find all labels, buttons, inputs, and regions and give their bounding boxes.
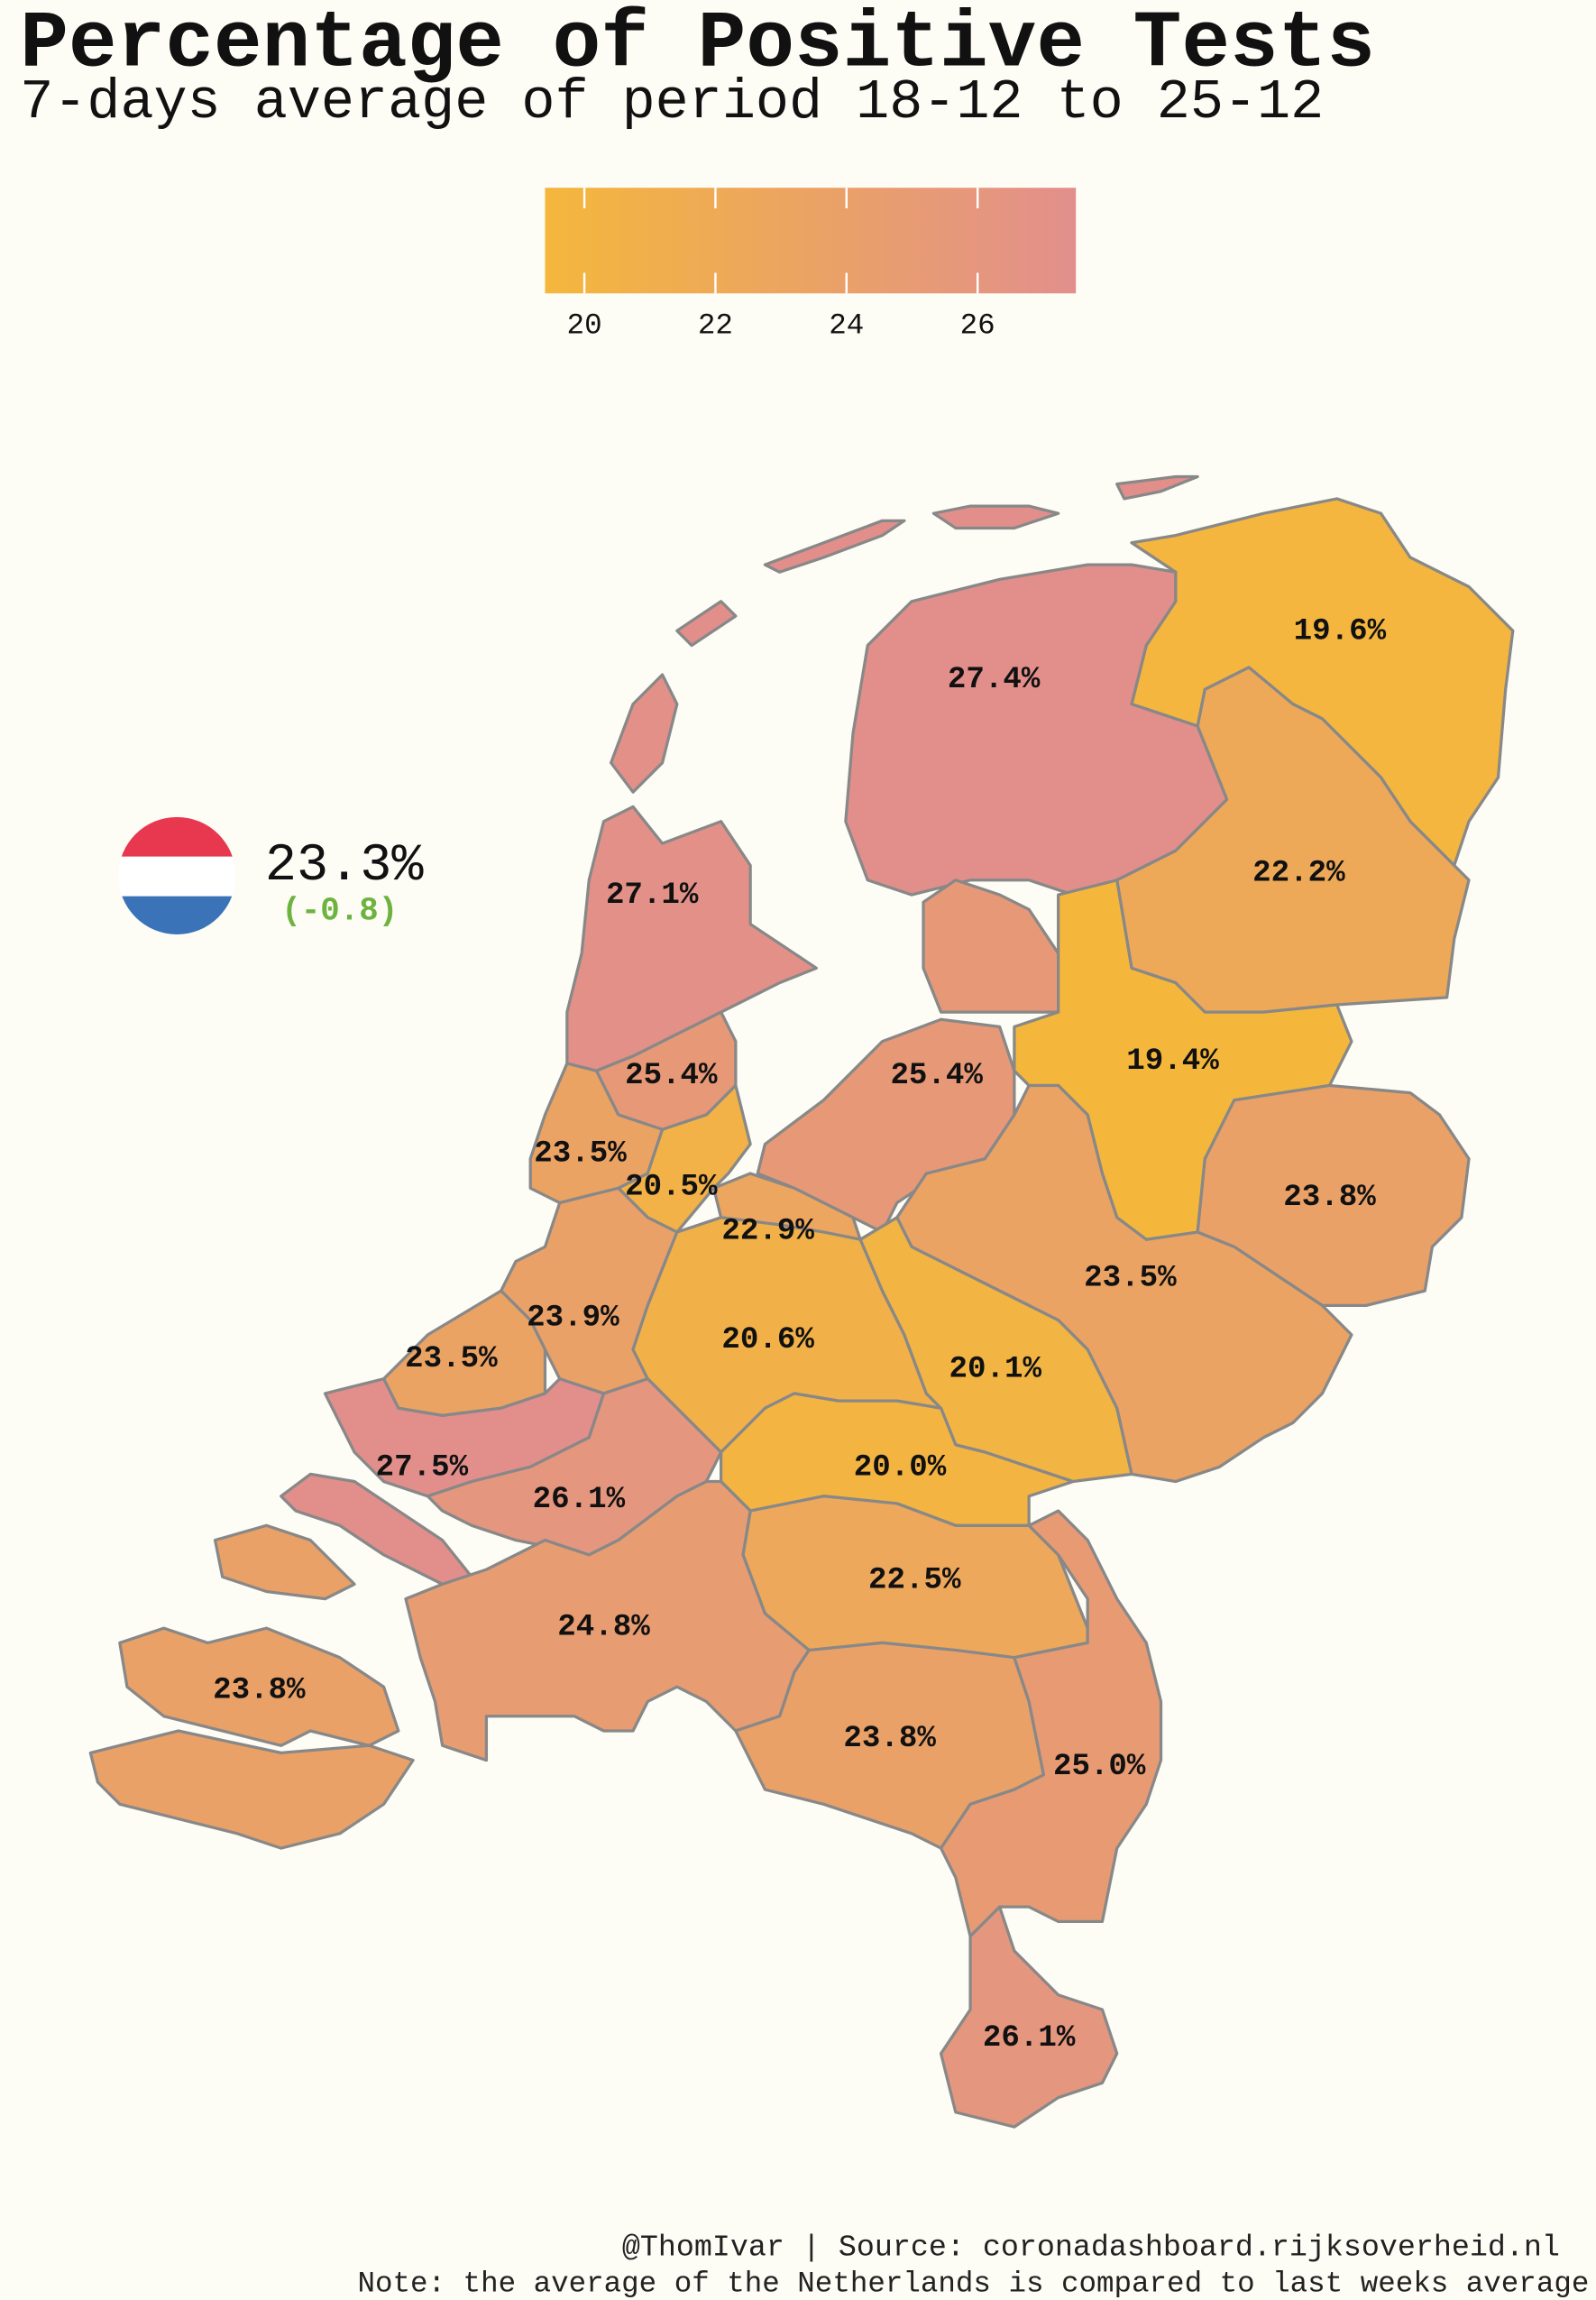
colorbar-tick-label: 22 <box>698 309 733 343</box>
colorbar-tick-label: 20 <box>567 309 602 343</box>
region-label: 19.6% <box>1294 614 1387 649</box>
region-label: 23.8% <box>843 1722 936 1756</box>
region-label: 20.1% <box>949 1352 1042 1386</box>
region-label: 25.0% <box>1053 1750 1146 1784</box>
chart-title: Percentage of Positive Tests <box>20 0 1375 89</box>
region-label: 25.4% <box>890 1059 983 1093</box>
region-label: 27.5% <box>376 1450 469 1485</box>
region-label: 23.8% <box>213 1673 306 1707</box>
region-label: 23.5% <box>1084 1262 1177 1296</box>
region-label: 22.5% <box>868 1564 961 1598</box>
region-label: 20.5% <box>625 1171 718 1205</box>
map <box>88 474 1515 2129</box>
region-label: 27.4% <box>948 663 1041 697</box>
region <box>675 600 738 648</box>
region <box>763 519 906 574</box>
national-change: (-0.8) <box>281 892 398 929</box>
region <box>1115 474 1199 501</box>
region-label: 23.5% <box>534 1136 627 1171</box>
region-label: 25.4% <box>625 1059 718 1093</box>
region-label: 27.1% <box>606 879 699 913</box>
credit: @ThomIvar | Source: coronadashboard.rijk… <box>622 2231 1560 2265</box>
region <box>610 673 679 794</box>
region-label: 20.0% <box>854 1450 947 1485</box>
region-label: 19.4% <box>1126 1044 1219 1079</box>
region-label: 26.1% <box>533 1483 626 1517</box>
region-label: 23.8% <box>1283 1181 1376 1215</box>
region-label: 23.9% <box>527 1301 619 1335</box>
region <box>939 1905 1119 2129</box>
region-label: 22.9% <box>721 1214 814 1248</box>
region-label: 22.2% <box>1252 857 1345 891</box>
region <box>88 1729 415 1850</box>
region-label: 26.1% <box>983 2021 1076 2056</box>
region <box>939 1509 1163 1938</box>
national-value: 23.3% <box>265 835 424 896</box>
chart-subtitle: 7-days average of period 18-12 to 25-12 <box>20 71 1324 134</box>
region <box>565 805 818 1072</box>
colorbar <box>545 188 1077 294</box>
region <box>858 1216 1133 1484</box>
colorbar-tick-label: 26 <box>960 309 995 343</box>
colorbar-tick-label: 24 <box>829 309 864 343</box>
region-label: 23.5% <box>405 1342 498 1376</box>
region <box>118 1626 400 1747</box>
region <box>931 504 1060 530</box>
note: Note: the average of the Netherlands is … <box>357 2268 1589 2300</box>
region-label: 24.8% <box>557 1611 650 1645</box>
region-label: 20.6% <box>721 1323 814 1357</box>
region <box>756 1017 1016 1234</box>
region <box>213 1523 356 1601</box>
